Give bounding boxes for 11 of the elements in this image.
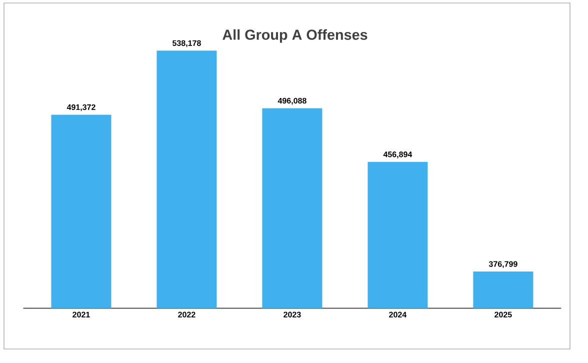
data-label: 456,894 [383, 152, 412, 158]
x-tick-label: 2024 [389, 312, 407, 318]
x-tick-label: 2025 [494, 312, 512, 318]
chart-title: All Group A Offenses [222, 29, 368, 43]
data-label: 538,178 [172, 40, 201, 48]
data-label: 491,372 [66, 104, 96, 112]
x-tick-label: 2023 [284, 312, 301, 318]
x-tick-label: 2021 [72, 312, 90, 318]
data-label: 496,088 [278, 98, 306, 105]
x-tick-label: 2022 [178, 312, 196, 318]
data-label: 376,799 [488, 261, 518, 268]
